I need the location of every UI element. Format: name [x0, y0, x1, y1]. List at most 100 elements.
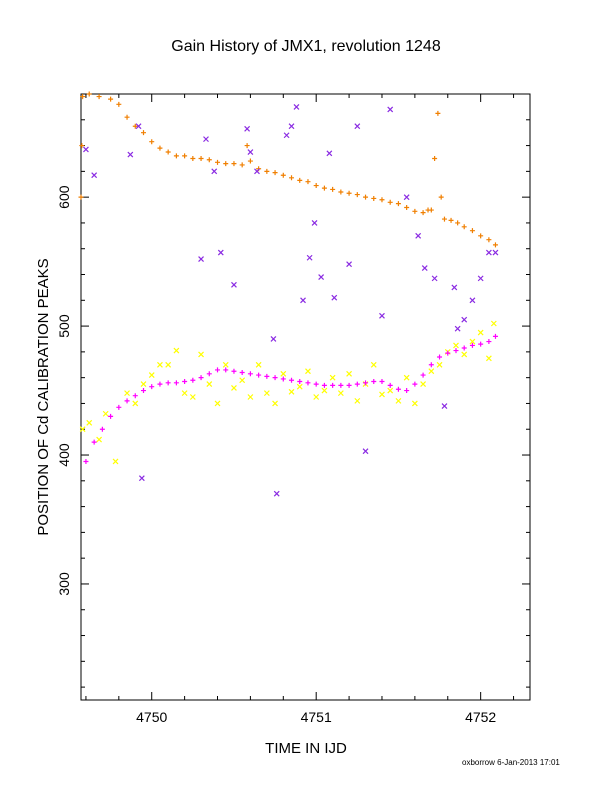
data-point-series-1 [280, 172, 286, 178]
data-point-series-1 [86, 91, 92, 97]
data-point-series-3 [189, 394, 196, 400]
x-tick-label: 4752 [465, 709, 496, 725]
data-point-series-3 [181, 390, 188, 397]
data-point-series-4 [453, 348, 459, 354]
data-point-series-4 [412, 381, 418, 387]
data-point-series-1 [492, 242, 498, 248]
data-point-series-2 [300, 297, 306, 304]
data-point-series-1 [80, 94, 86, 100]
data-point-series-4 [469, 342, 475, 348]
data-point-series-3 [157, 361, 163, 368]
data-point-series-4 [272, 375, 278, 381]
data-point-series-1 [363, 194, 369, 200]
data-point-series-1 [455, 220, 461, 226]
data-point-series-3 [469, 338, 476, 345]
data-point-series-2 [217, 249, 224, 256]
data-point-series-4 [239, 370, 245, 376]
data-point-series-2 [293, 103, 300, 110]
data-point-series-3 [132, 400, 139, 407]
data-point-series-1 [435, 110, 441, 116]
data-point-series-3 [490, 320, 497, 327]
data-point-series-1 [305, 179, 311, 185]
data-point-series-2 [247, 149, 254, 155]
data-point-series-3 [231, 385, 237, 391]
data-point-series-1 [132, 123, 138, 129]
data-point-series-1 [124, 114, 130, 120]
data-point-series-4 [445, 350, 451, 356]
data-point-series-4 [280, 376, 286, 382]
y-axis-label: POSITION OF Cd CALIBRATION PEAKS [35, 258, 52, 535]
data-point-series-4 [190, 377, 196, 383]
data-point-series-4 [371, 379, 377, 385]
data-point-series-3 [370, 361, 377, 368]
data-point-series-3 [387, 387, 394, 394]
data-point-series-1 [461, 224, 467, 230]
data-point-series-4 [124, 398, 130, 404]
data-point-series-3 [321, 387, 328, 394]
data-point-series-2 [273, 490, 280, 497]
data-point-series-3 [346, 370, 353, 377]
data-point-series-3 [239, 377, 246, 384]
data-point-series-4 [247, 371, 253, 377]
data-point-series-4 [91, 439, 97, 445]
data-point-series-1 [190, 155, 196, 161]
data-point-series-1 [321, 185, 327, 191]
data-point-series-2 [454, 325, 461, 332]
data-point-series-2 [415, 232, 422, 239]
data-point-series-2 [138, 475, 145, 482]
data-point-series-2 [244, 125, 251, 132]
data-point-series-1 [264, 168, 270, 174]
data-point-series-3 [337, 390, 344, 397]
data-point-series-2 [379, 312, 385, 319]
data-point-series-4 [321, 382, 327, 388]
data-point-series-3 [354, 397, 361, 404]
x-tick-label: 4750 [136, 709, 167, 725]
data-point-series-4 [215, 367, 221, 373]
data-point-series-1 [448, 217, 454, 223]
data-point-series-3 [214, 400, 221, 407]
data-point-series-1 [330, 186, 336, 192]
data-point-series-3 [96, 436, 103, 443]
footer-credit: oxborrow 6-Jan-2013 17:01 [462, 758, 560, 767]
data-point-series-3 [436, 361, 443, 368]
data-point-series-1 [371, 195, 377, 201]
data-point-series-2 [421, 265, 428, 271]
data-point-series-3 [247, 394, 254, 400]
data-point-series-1 [239, 162, 245, 168]
data-point-series-4 [420, 372, 426, 378]
data-point-series-4 [346, 382, 352, 388]
data-point-series-4 [338, 382, 344, 388]
data-point-series-2 [477, 275, 484, 282]
data-point-series-2 [311, 220, 318, 226]
data-point-series-3 [206, 381, 213, 388]
y-tick-label: 600 [56, 185, 72, 209]
data-point-series-4 [182, 379, 188, 385]
data-point-series-1 [346, 190, 352, 196]
data-point-series-3 [148, 372, 155, 379]
data-point-series-4 [330, 382, 336, 388]
data-point-series-1 [108, 96, 114, 102]
data-point-series-1 [140, 130, 146, 136]
data-point-series-4 [354, 381, 360, 387]
data-point-series-2 [254, 168, 260, 175]
data-point-series-4 [157, 381, 163, 387]
data-point-series-4 [478, 341, 484, 347]
data-point-series-4 [256, 372, 262, 378]
data-point-series-4 [223, 367, 229, 373]
data-point-series-3 [403, 374, 410, 381]
data-point-series-4 [486, 339, 492, 345]
data-point-series-3 [280, 370, 287, 377]
data-point-series-1 [198, 155, 204, 161]
data-point-series-1 [395, 201, 401, 207]
data-point-series-2 [492, 249, 499, 256]
data-point-series-4 [83, 458, 89, 464]
axis-ticks: 4750 4751 4752 300 400 500 600 [56, 93, 530, 725]
data-point-series-3 [222, 361, 229, 368]
data-points [78, 91, 499, 497]
data-point-series-3 [305, 368, 311, 375]
data-point-series-1 [223, 161, 229, 167]
x-tick-label: 4751 [301, 709, 332, 725]
data-point-series-2 [231, 281, 237, 288]
y-tick-label: 400 [56, 443, 72, 467]
